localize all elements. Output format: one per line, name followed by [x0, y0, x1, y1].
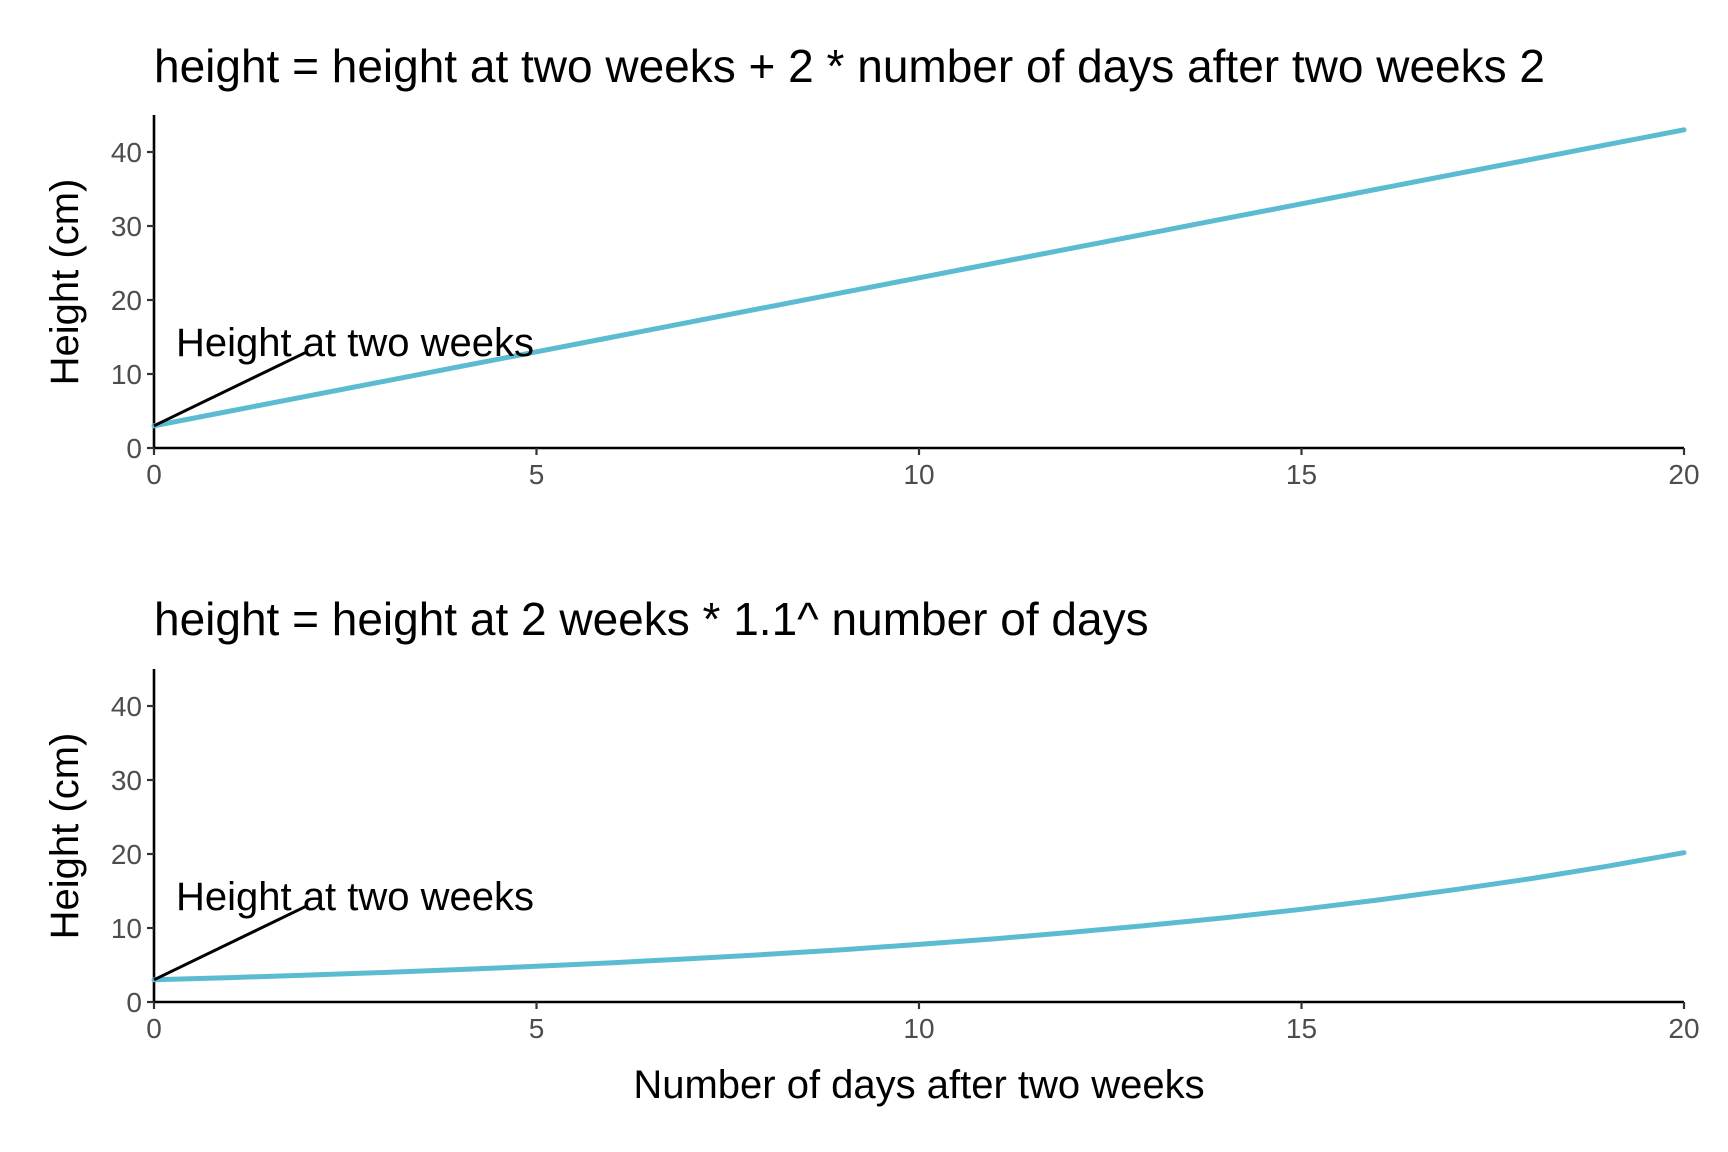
- y-tick-label: 20: [111, 285, 142, 316]
- x-tick-label: 0: [146, 1013, 162, 1044]
- x-tick-label: 10: [903, 1013, 934, 1044]
- x-tick-label: 20: [1668, 1013, 1699, 1044]
- series-layer: [151, 127, 1687, 429]
- series-line: [151, 850, 1687, 983]
- annotation-pointer-line: [153, 350, 308, 428]
- x-tick-label: 0: [146, 459, 162, 490]
- annotation-layer: Height at two weeks: [153, 321, 534, 428]
- axis-layer: 0 10 20 30 40 0 5 10 15 20: [111, 115, 1700, 490]
- y-tick-label: 0: [126, 433, 142, 464]
- axis-layer: 0 10 20 30 40 0 5 10 15 20: [111, 669, 1700, 1044]
- y-tick-label: 10: [111, 359, 142, 390]
- y-tick-label: 30: [111, 765, 142, 796]
- y-axis-title: Height (cm): [43, 179, 87, 386]
- series-layer: [151, 850, 1687, 983]
- x-tick-label: 5: [529, 459, 545, 490]
- panel-title: height = height at two weeks + 2 * numbe…: [154, 40, 1545, 92]
- x-tick-label: 15: [1286, 1013, 1317, 1044]
- annotation-layer: Height at two weeks: [153, 875, 534, 982]
- x-axis-title: Number of days after two weeks: [633, 1063, 1204, 1107]
- y-tick-label: 40: [111, 137, 142, 168]
- series-line: [151, 127, 1687, 429]
- x-tick-label: 5: [529, 1013, 545, 1044]
- y-tick-label: 30: [111, 211, 142, 242]
- panel-linear-growth: height = height at two weeks + 2 * numbe…: [43, 40, 1700, 490]
- x-tick-label: 15: [1286, 459, 1317, 490]
- x-tick-label: 20: [1668, 459, 1699, 490]
- y-tick-label: 40: [111, 691, 142, 722]
- y-tick-label: 20: [111, 839, 142, 870]
- annotation-text: Height at two weeks: [176, 875, 534, 919]
- panel-exponential-growth: height = height at 2 weeks * 1.1^ number…: [43, 593, 1700, 1107]
- y-tick-label: 0: [126, 987, 142, 1018]
- annotation-pointer-line: [153, 904, 308, 982]
- x-tick-label: 10: [903, 459, 934, 490]
- y-axis-title: Height (cm): [43, 733, 87, 940]
- y-tick-label: 10: [111, 913, 142, 944]
- annotation-text: Height at two weeks: [176, 321, 534, 365]
- panel-title: height = height at 2 weeks * 1.1^ number…: [154, 593, 1149, 645]
